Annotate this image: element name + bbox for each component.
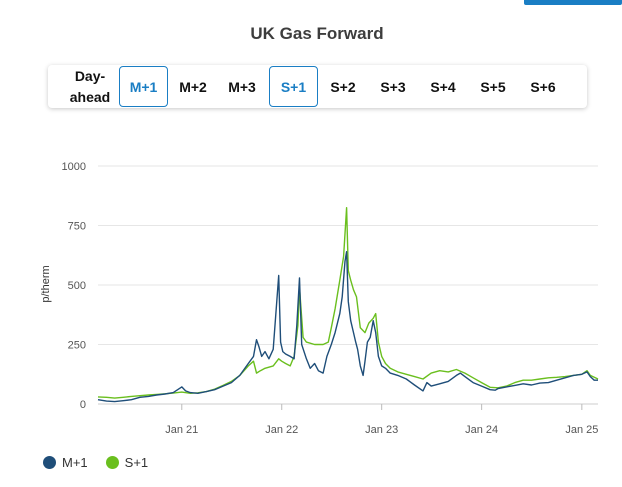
y-tick-label: 500	[68, 280, 86, 292]
y-axis-label: p/therm	[40, 265, 52, 302]
tab-s2[interactable]: S+2	[330, 78, 356, 95]
tab-s5[interactable]: S+5	[480, 78, 506, 95]
x-tick-label: Jan 25	[565, 424, 598, 436]
legend-marker-m1	[43, 456, 56, 469]
tab-day-ahead[interactable]: Day- ahead	[69, 67, 111, 105]
y-tick-label: 250	[68, 340, 86, 352]
x-tick-label: Jan 23	[365, 424, 398, 436]
tab-s3[interactable]: S+3	[380, 78, 406, 95]
y-tick-label: 750	[68, 221, 86, 233]
y-tick-labels: 0 250 500 750 1000	[62, 161, 86, 411]
tab-m3[interactable]: M+3	[228, 78, 256, 95]
legend-marker-s1	[105, 456, 119, 469]
range-tabs: Day- ahead M+1 M+2 M+3 S+1 S+2 S+3 S+4 S…	[48, 65, 587, 108]
legend-item-s1[interactable]: S+1	[105, 455, 149, 470]
x-tick-label: Jan 24	[465, 424, 498, 436]
y-tick-label: 1000	[62, 161, 86, 173]
legend-item-m1[interactable]: M+1	[43, 455, 88, 470]
series-lines	[97, 207, 599, 403]
top-accent-bar	[524, 0, 622, 5]
tab-m1[interactable]: M+1	[119, 66, 168, 107]
legend: M+1 S+1	[43, 455, 166, 470]
legend-label-s1: S+1	[124, 455, 149, 470]
legend-label-m1: M+1	[62, 455, 88, 470]
tab-m2[interactable]: M+2	[179, 78, 207, 95]
x-tick-labels: Jan 21 Jan 22 Jan 23 Jan 24 Jan 25	[165, 404, 598, 436]
x-tick-label: Jan 22	[265, 424, 298, 436]
tab-s4[interactable]: S+4	[430, 78, 456, 95]
page-title: UK Gas Forward	[250, 24, 384, 43]
y-tick-label: 0	[80, 399, 86, 411]
tab-s1[interactable]: S+1	[269, 66, 318, 107]
tab-s6[interactable]: S+6	[530, 78, 556, 95]
series-line-m1[interactable]	[97, 251, 598, 403]
x-tick-label: Jan 21	[165, 424, 198, 436]
